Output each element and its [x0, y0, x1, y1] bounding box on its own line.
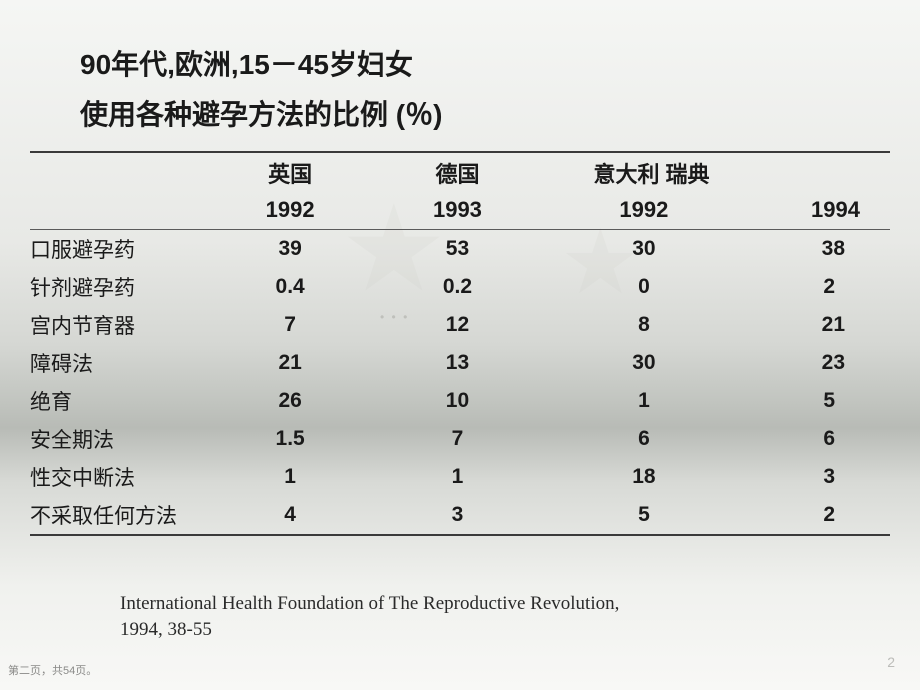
cell: 1: [209, 458, 372, 496]
source-line-2: 1994, 38-55: [120, 619, 212, 640]
cell: 1: [543, 382, 744, 420]
row-label: 不采取任何方法: [30, 496, 209, 535]
title-line-2: 使用各种避孕方法的比例 (％): [80, 99, 442, 130]
row-label: 性交中断法: [30, 458, 209, 496]
cell: 3: [744, 458, 890, 496]
cell: 26: [209, 382, 372, 420]
row-label: 口服避孕药: [30, 229, 209, 268]
col-header-country: 英国: [209, 152, 372, 193]
row-label: 针剂避孕药: [30, 268, 209, 306]
cell: 7: [371, 420, 543, 458]
table-row: 绝育 26 10 1 5: [30, 382, 890, 420]
col-header-country: 意大利 瑞典: [543, 152, 744, 193]
data-table: 英国 德国 意大利 瑞典 1992 1993 1992 1994 口服避孕药 3…: [30, 151, 890, 536]
table-row: 性交中断法 1 1 18 3: [30, 458, 890, 496]
cell: 13: [371, 344, 543, 382]
cell: 0.2: [371, 268, 543, 306]
row-label: 绝育: [30, 382, 209, 420]
cell: 3: [371, 496, 543, 535]
cell: 21: [744, 306, 890, 344]
cell: 30: [543, 344, 744, 382]
slide-content: 90年代,欧洲,15－45岁妇女 使用各种避孕方法的比例 (％) 英国 德国 意…: [0, 0, 920, 644]
title-line-1: 90年代,欧洲,15－45岁妇女: [80, 49, 413, 80]
table-row: 不采取任何方法 4 3 5 2: [30, 496, 890, 535]
col-header-country: [744, 152, 890, 193]
row-label: 障碍法: [30, 344, 209, 382]
col-header-year: 1992: [543, 193, 744, 230]
cell: 2: [744, 496, 890, 535]
table-body: 口服避孕药 39 53 30 38 针剂避孕药 0.4 0.2 0 2 宫内节育…: [30, 229, 890, 535]
table-row: 安全期法 1.5 7 6 6: [30, 420, 890, 458]
cell: 30: [543, 229, 744, 268]
table-row: 障碍法 21 13 30 23: [30, 344, 890, 382]
header-row-countries: 英国 德国 意大利 瑞典: [30, 152, 890, 193]
cell: 23: [744, 344, 890, 382]
cell: 5: [543, 496, 744, 535]
col-header-year: 1993: [371, 193, 543, 230]
cell: 2: [744, 268, 890, 306]
slide-title: 90年代,欧洲,15－45岁妇女 使用各种避孕方法的比例 (％): [80, 40, 890, 141]
row-label: 安全期法: [30, 420, 209, 458]
cell: 12: [371, 306, 543, 344]
col-header-year: 1994: [744, 193, 890, 230]
source-citation: International Health Foundation of The R…: [120, 591, 890, 644]
source-line-1: International Health Foundation of The R…: [120, 593, 619, 614]
cell: 21: [209, 344, 372, 382]
cell: 0.4: [209, 268, 372, 306]
cell: 8: [543, 306, 744, 344]
col-header-country: 德国: [371, 152, 543, 193]
cell: 10: [371, 382, 543, 420]
cell: 7: [209, 306, 372, 344]
cell: 4: [209, 496, 372, 535]
cell: 5: [744, 382, 890, 420]
col-header-year: 1992: [209, 193, 372, 230]
cell: 53: [371, 229, 543, 268]
row-label: 宫内节育器: [30, 306, 209, 344]
table-row: 宫内节育器 7 12 8 21: [30, 306, 890, 344]
cell: 38: [744, 229, 890, 268]
cell: 39: [209, 229, 372, 268]
table-row: 口服避孕药 39 53 30 38: [30, 229, 890, 268]
slide-number: 2: [887, 654, 895, 670]
cell: 6: [744, 420, 890, 458]
header-row-years: 1992 1993 1992 1994: [30, 193, 890, 230]
cell: 1.5: [209, 420, 372, 458]
cell: 1: [371, 458, 543, 496]
table-row: 针剂避孕药 0.4 0.2 0 2: [30, 268, 890, 306]
cell: 0: [543, 268, 744, 306]
cell: 6: [543, 420, 744, 458]
cell: 18: [543, 458, 744, 496]
page-note: 第二页，共54页。: [8, 662, 97, 678]
